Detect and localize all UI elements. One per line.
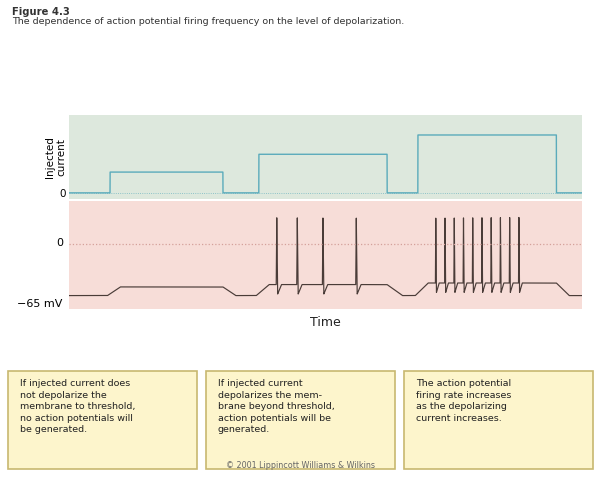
Text: Figure 4.3: Figure 4.3 — [12, 7, 70, 17]
Text: © 2001 Lippincott Williams & Wilkins: © 2001 Lippincott Williams & Wilkins — [226, 461, 374, 470]
Text: 0: 0 — [56, 238, 63, 248]
Text: If injected current
depolarizes the mem-
brane beyond threshold,
action potentia: If injected current depolarizes the mem-… — [218, 379, 335, 434]
Text: The action potential
firing rate increases
as the depolarizing
current increases: The action potential firing rate increas… — [416, 379, 511, 423]
Y-axis label: Injected
current: Injected current — [45, 136, 67, 178]
Text: −65 mV: −65 mV — [17, 298, 63, 308]
Text: The dependence of action potential firing frequency on the level of depolarizati: The dependence of action potential firin… — [12, 17, 404, 26]
Text: Time: Time — [310, 317, 341, 330]
Text: If injected current does
not depolarize the
membrane to threshold,
no action pot: If injected current does not depolarize … — [20, 379, 135, 434]
